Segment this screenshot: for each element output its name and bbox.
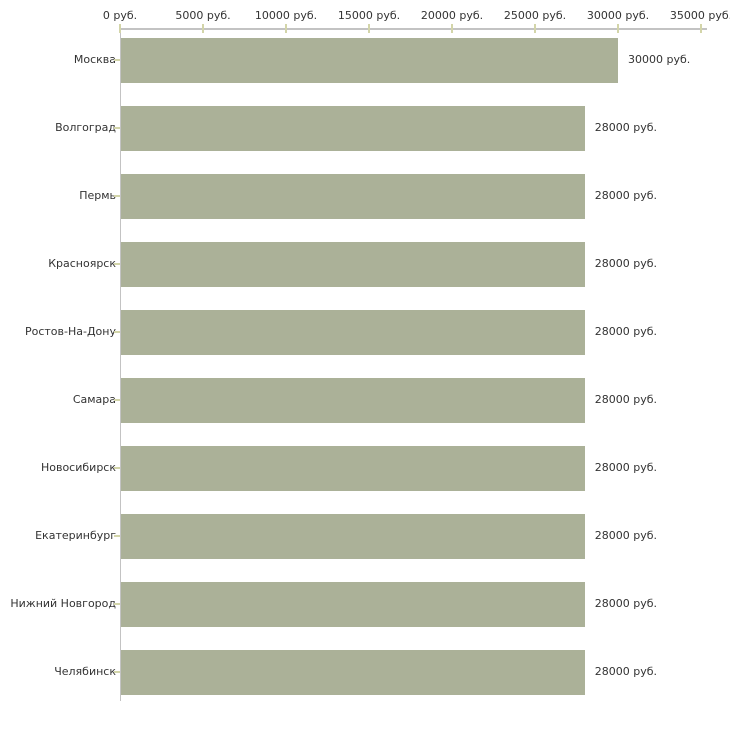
- y-axis-tick-mark: [114, 331, 120, 333]
- x-axis-tick-mark: [285, 24, 287, 33]
- bar-value-label: 28000 руб.: [594, 393, 658, 406]
- bar: [121, 581, 585, 627]
- bar: [121, 241, 585, 287]
- bar-value-label: 28000 руб.: [594, 325, 658, 338]
- bar-value-label: 28000 руб.: [594, 529, 658, 542]
- y-axis-tick-mark: [114, 195, 120, 197]
- x-axis-tick-label: 10000 руб.: [254, 9, 318, 22]
- y-axis-line: [120, 28, 121, 701]
- category-label: Екатеринбург: [35, 529, 116, 542]
- x-axis-tick-label: 35000 руб.: [669, 9, 730, 22]
- bar: [121, 513, 585, 559]
- x-axis-line: [120, 28, 707, 30]
- category-label: Новосибирск: [40, 461, 116, 474]
- x-axis-tick-label: 5000 руб.: [175, 9, 231, 22]
- bar-value-label: 30000 руб.: [628, 53, 691, 66]
- bar: [121, 445, 585, 491]
- y-axis-tick-mark: [114, 603, 120, 605]
- bar-value-label: 28000 руб.: [594, 121, 658, 134]
- x-axis-tick-label: 15000 руб.: [337, 9, 401, 22]
- bar-value-label: 28000 руб.: [594, 189, 658, 202]
- y-axis-tick-mark: [114, 671, 120, 673]
- bar: [121, 377, 585, 423]
- category-label: Пермь: [79, 189, 116, 202]
- category-label: Красноярск: [48, 257, 116, 270]
- x-axis-tick-mark: [451, 24, 453, 33]
- bar-value-label: 28000 руб.: [594, 257, 658, 270]
- x-axis-tick-mark: [368, 24, 370, 33]
- x-axis-tick-label: 30000 руб.: [586, 9, 650, 22]
- bar: [121, 649, 585, 695]
- category-label: Нижний Новгород: [10, 597, 116, 610]
- category-label: Ростов-На-Дону: [24, 325, 116, 338]
- bar-value-label: 28000 руб.: [594, 665, 658, 678]
- bar: [121, 105, 585, 151]
- bar-value-label: 28000 руб.: [594, 461, 658, 474]
- x-axis-tick-label: 20000 руб.: [420, 9, 484, 22]
- category-label: Москва: [73, 53, 116, 66]
- y-axis-tick-mark: [114, 467, 120, 469]
- category-label: Волгоград: [55, 121, 116, 134]
- x-axis-tick-mark: [202, 24, 204, 33]
- x-axis-tick-mark: [617, 24, 619, 33]
- bar: [121, 37, 618, 83]
- y-axis-tick-mark: [114, 399, 120, 401]
- category-label: Челябинск: [54, 665, 116, 678]
- y-axis-tick-mark: [114, 59, 120, 61]
- x-axis-tick-mark: [119, 24, 121, 33]
- y-axis-tick-mark: [114, 263, 120, 265]
- y-axis-tick-mark: [114, 535, 120, 537]
- x-axis-tick-mark: [700, 24, 702, 33]
- x-axis-tick-mark: [534, 24, 536, 33]
- bar: [121, 173, 585, 219]
- category-label: Самара: [72, 393, 116, 406]
- bar: [121, 309, 585, 355]
- y-axis-tick-mark: [114, 127, 120, 129]
- bar-value-label: 28000 руб.: [594, 597, 658, 610]
- x-axis-tick-label: 0 руб.: [102, 9, 138, 22]
- x-axis-tick-label: 25000 руб.: [503, 9, 567, 22]
